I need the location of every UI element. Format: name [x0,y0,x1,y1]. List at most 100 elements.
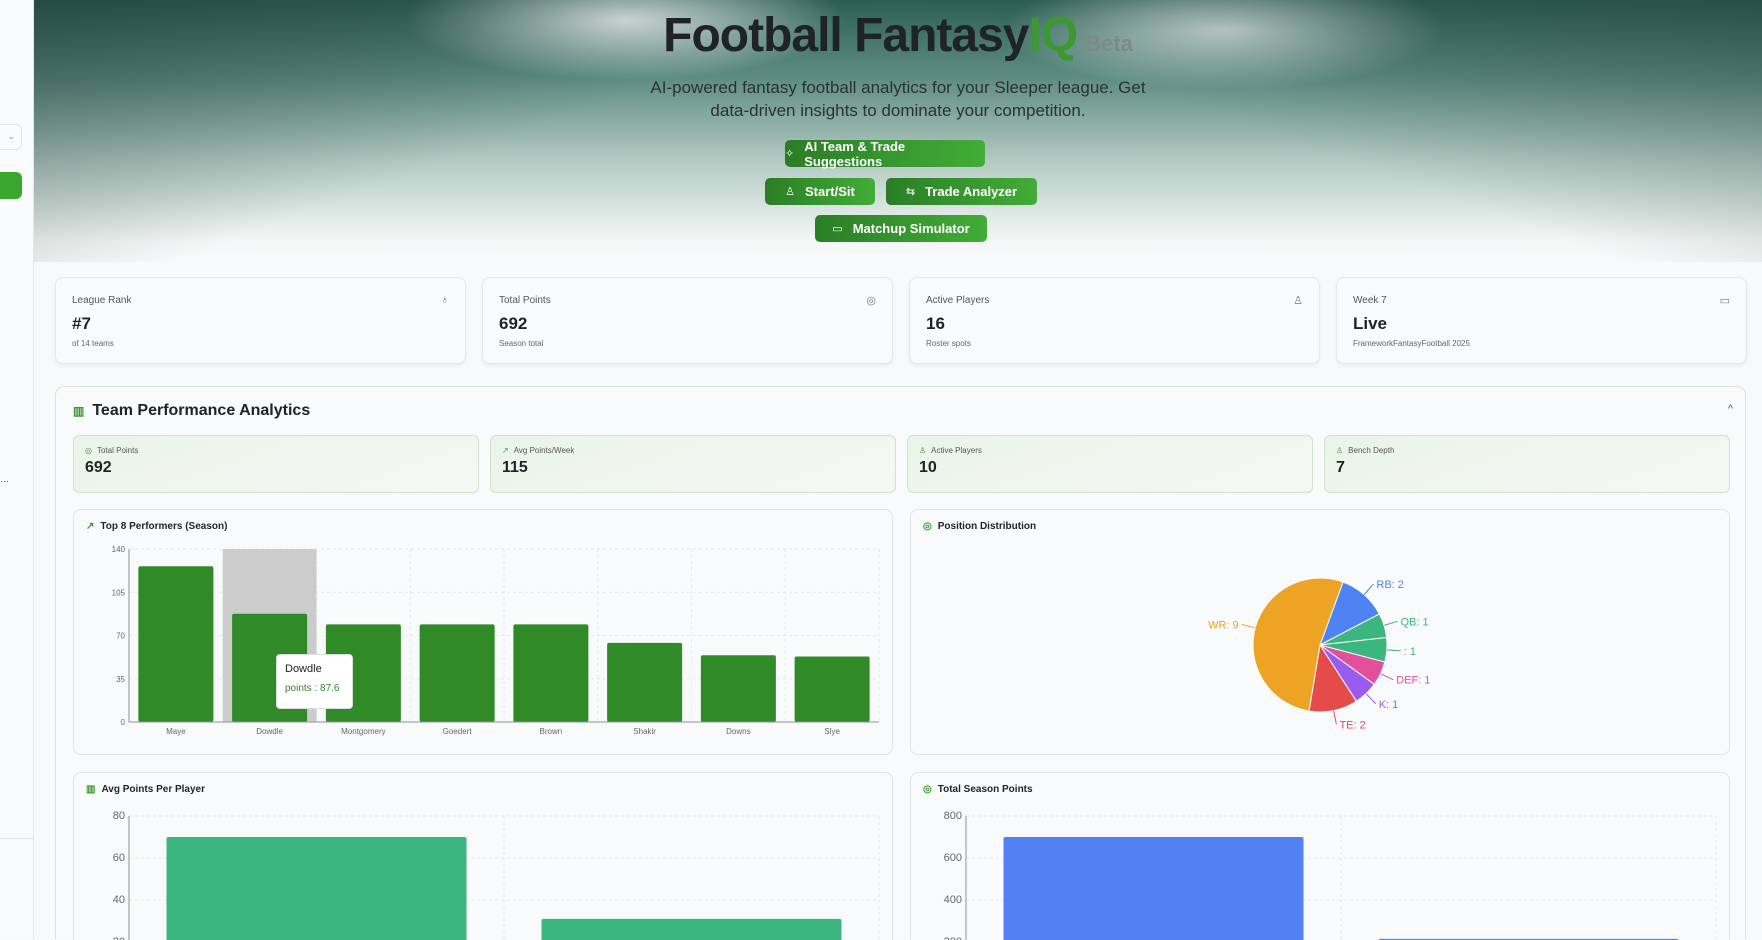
tooltip-value: points : 87.6 [285,683,340,694]
bar [166,837,467,940]
chart-title-text: Top 8 Performers (Season) [100,521,228,532]
top-performers-card: ↗ Top 8 Performers (Season) 0 35 70 105 140 Ma… [73,509,893,755]
button-label: Trade Analyzer [925,184,1018,199]
label-line [1380,673,1394,681]
x-tick-label: Goedert [443,727,473,736]
start-sit-button[interactable]: ♙ Start/Sit [765,178,875,205]
target-icon: ◎ [866,295,876,307]
x-tick-label: Dowdle [256,727,283,736]
x-tick-label: Shakir [633,727,656,736]
subtitle-line: data-driven insights to dominate your co… [710,101,1086,120]
divider [0,838,34,839]
y-tick-label: 70 [116,632,125,641]
bar [700,655,776,722]
mini-stat-bench-depth: ♙ Bench Depth 7 [1324,435,1730,493]
label-line [1241,623,1256,629]
stat-value: 16 [926,314,945,333]
beta-badge: Beta [1085,31,1133,56]
trophy-icon: ♁ [440,294,449,306]
x-tick-label: Brown [540,727,563,736]
subtitle-line: AI-powered fantasy football analytics fo… [650,78,1146,97]
matchup-simulator-button[interactable]: ▭ Matchup Simulator [815,215,987,242]
sidebar: ⌄ … [0,0,34,939]
pie-label: TE: 2 [1339,719,1365,731]
ai-suggestions-button[interactable]: ✧ AI Team & Trade Suggestions [785,139,985,169]
mini-value: 692 [85,459,112,476]
target-icon: ◎ [923,521,932,532]
y-tick-label: 600 [944,852,962,864]
mini-label: Active Players [931,446,982,455]
bar [513,624,589,722]
stat-sub: Season total [499,339,544,348]
x-tick-label: Montgomery [341,727,385,736]
mini-label: Bench Depth [1348,446,1395,455]
x-tick-label: Slye [824,727,840,736]
y-tick-label: 800 [944,810,962,822]
pie-label: RB: 2 [1376,579,1404,591]
bar [138,566,214,722]
team-performance-panel: ▥ Team Performance Analytics ^ ◎ Total Poi… [55,386,1746,940]
bar-chart-icon: ▥ [73,404,85,418]
stat-value: #7 [72,314,91,333]
calendar-icon: ▭ [832,223,843,235]
chart-title-text: Avg Points Per Player [101,784,206,795]
stat-card-week: Week 7 Live FrameworkFantasyFootball 2025 ▭ [1336,277,1747,364]
total-season-points-chart: 200 400 600 800 [944,810,1717,940]
avg-points-card: ▥ Avg Points Per Player 20 40 60 80 [73,772,893,940]
mini-label: Avg Points/Week [513,446,575,455]
pie-label: QB: 1 [1400,616,1428,628]
label-line [1363,583,1374,595]
position-distribution-card: ◎ Position Distribution RB: 2 QB: 1 : 1 DEF:… [910,509,1730,755]
collapse-chevron-icon[interactable]: ^ [1727,403,1733,415]
chart-title: ↗ Top 8 Performers (Season) [86,521,227,532]
label-line [1386,649,1401,652]
mini-value: 10 [919,459,937,476]
label-line [1333,710,1337,725]
hero-subtitle: AI-powered fantasy football analytics fo… [34,76,1762,122]
top-performers-chart: 0 35 70 105 140 Maye Dowdle Montgomery Goedert Br… [112,545,880,736]
user-check-icon: ♙ [785,186,796,198]
sparkles-icon: ✧ [785,148,795,160]
button-label: Matchup Simulator [852,221,970,236]
stat-label: Active Players [926,295,990,306]
y-tick-label: 0 [121,718,126,727]
chart-title-text: Position Distribution [937,521,1037,532]
bar [794,656,870,722]
title-main: Football Fantasy [663,9,1029,62]
avg-points-chart: 20 40 60 80 [113,810,880,940]
mini-value: 115 [502,459,528,476]
stat-card-active-players: Active Players 16 Roster spots ♙ [909,277,1320,364]
bar [607,642,683,722]
chart-tooltip: Dowdle points : 87.6 [276,654,353,709]
y-tick-label: 140 [112,545,126,554]
panel-title: ▥ Team Performance Analytics [73,402,310,420]
sidebar-action-button[interactable] [0,172,22,199]
trade-analyzer-button[interactable]: ⇆ Trade Analyzer [886,178,1037,205]
pie-label: K: 1 [1379,699,1399,711]
mini-stat-avg-points: ↗ Avg Points/Week 115 [490,435,896,493]
stat-value: Live [1353,314,1388,333]
label-line [1365,693,1377,705]
chart-title: ◎ Total Season Points [923,784,1033,795]
chart-title: ▥ Avg Points Per Player [86,784,205,795]
total-season-points-card: ◎ Total Season Points 200 400 600 800 [910,772,1730,940]
chevron-down-icon: ⌄ [7,131,15,141]
y-tick-label: 40 [113,894,125,906]
stat-label: Total Points [499,295,551,306]
y-tick-label: 105 [112,588,126,597]
pie-label: : 1 [1404,646,1416,658]
stat-card-league-rank: League Rank #7 of 14 teams ♁ [55,277,466,364]
stat-sub: FrameworkFantasyFootball 2025 [1353,339,1470,348]
mini-label: Total Points [96,446,139,455]
trending-up-icon: ↗ [86,521,95,532]
users-icon: ♙ [919,446,927,455]
target-icon: ◎ [923,784,932,795]
y-tick-label: 400 [944,894,962,906]
stat-value: 692 [499,314,528,333]
stat-label: Week 7 [1353,295,1387,306]
bar-chart-icon: ▥ [86,784,96,795]
league-select[interactable]: ⌄ [0,124,22,150]
mini-stat-active-players: ♙ Active Players 10 [907,435,1313,493]
x-tick-label: Downs [726,727,750,736]
pie-label: DEF: 1 [1396,675,1430,687]
